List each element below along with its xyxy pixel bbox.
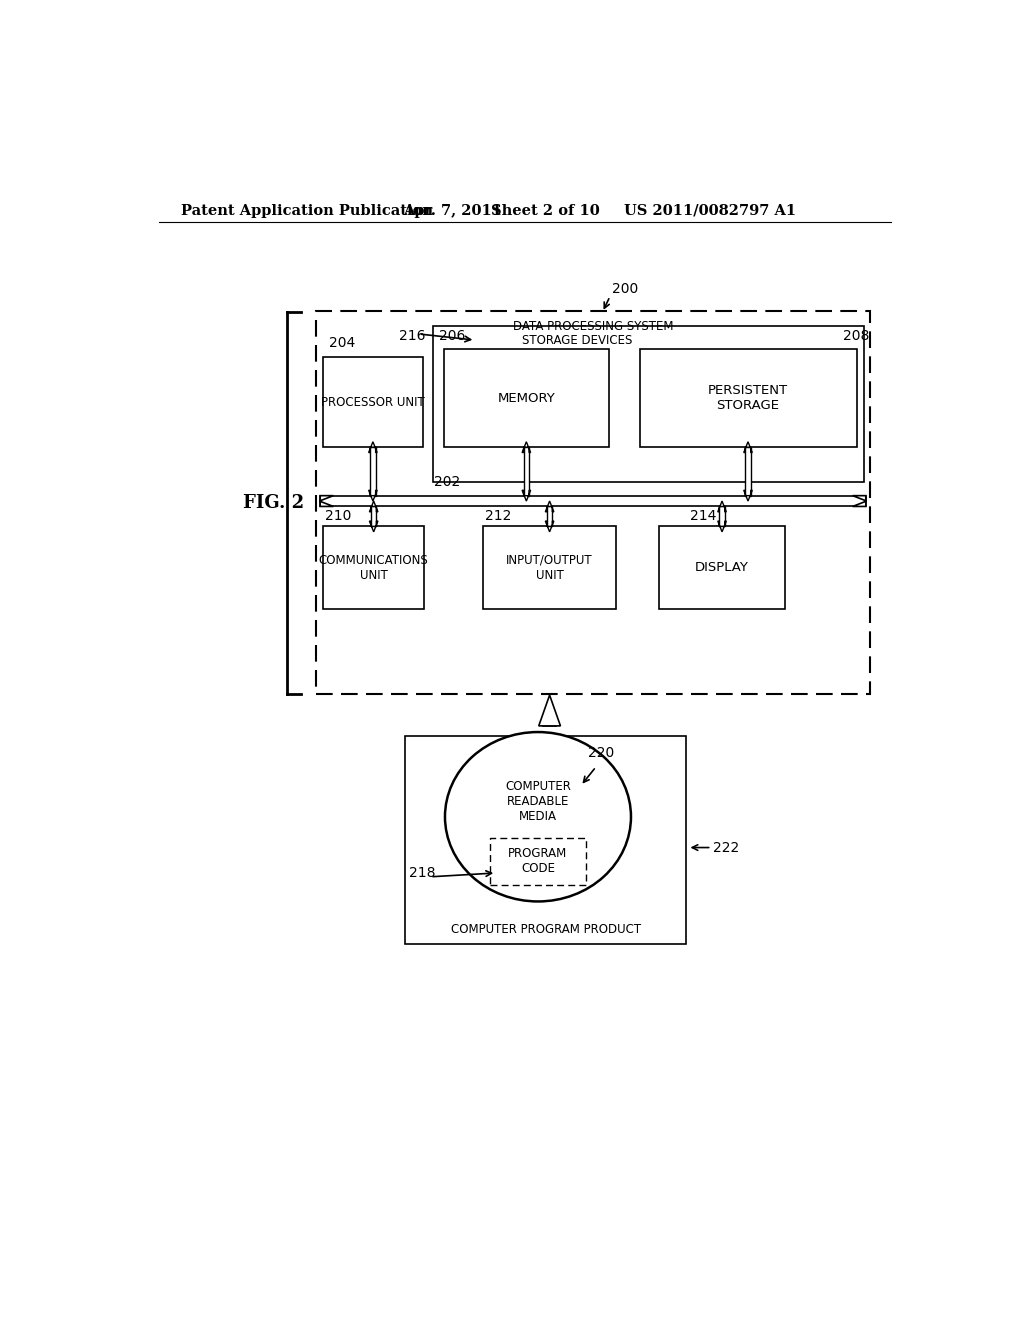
Bar	[371, 447, 376, 496]
Text: COMMUNICATIONS
UNIT: COMMUNICATIONS UNIT	[318, 553, 429, 582]
Bar	[544, 721, 556, 726]
Text: 206: 206	[438, 329, 465, 343]
Text: 222: 222	[713, 841, 739, 854]
Text: Sheet 2 of 10: Sheet 2 of 10	[490, 203, 599, 218]
Text: Apr. 7, 2011: Apr. 7, 2011	[403, 203, 502, 218]
Polygon shape	[539, 696, 560, 726]
Bar	[547, 507, 552, 527]
Text: PERSISTENT
STORAGE: PERSISTENT STORAGE	[708, 384, 788, 412]
Bar	[324, 358, 423, 447]
Bar	[315, 312, 870, 693]
Bar	[483, 527, 616, 609]
Text: PROCESSOR UNIT: PROCESSOR UNIT	[322, 396, 425, 409]
Text: 200: 200	[612, 282, 639, 296]
Text: COMPUTER
READABLE
MEDIA: COMPUTER READABLE MEDIA	[505, 780, 571, 822]
FancyArrow shape	[718, 502, 726, 512]
Text: US 2011/0082797 A1: US 2011/0082797 A1	[624, 203, 796, 218]
FancyArrow shape	[370, 502, 378, 512]
Ellipse shape	[445, 733, 631, 902]
Text: 202: 202	[434, 475, 461, 488]
FancyArrow shape	[370, 521, 378, 532]
Text: MEMORY: MEMORY	[498, 392, 555, 405]
Bar	[432, 326, 864, 482]
Bar	[745, 447, 751, 496]
Text: 216: 216	[399, 329, 426, 343]
Bar	[640, 350, 856, 447]
Text: 218: 218	[410, 866, 436, 880]
Bar	[444, 350, 608, 447]
Text: 204: 204	[330, 337, 355, 350]
FancyArrow shape	[718, 521, 726, 532]
Text: PROGRAM
CODE: PROGRAM CODE	[508, 847, 567, 875]
FancyArrow shape	[546, 502, 554, 512]
Text: INPUT/OUTPUT
UNIT: INPUT/OUTPUT UNIT	[506, 553, 593, 582]
Bar	[719, 507, 725, 527]
FancyArrow shape	[522, 442, 530, 453]
FancyArrow shape	[853, 496, 866, 507]
FancyArrow shape	[369, 490, 377, 502]
Text: COMPUTER PROGRAM PRODUCT: COMPUTER PROGRAM PRODUCT	[451, 924, 641, 936]
Text: DISPLAY: DISPLAY	[695, 561, 749, 574]
Bar	[658, 527, 785, 609]
Bar	[523, 447, 529, 496]
FancyArrow shape	[743, 490, 753, 502]
Text: Patent Application Publication: Patent Application Publication	[180, 203, 433, 218]
FancyArrow shape	[546, 521, 554, 532]
Bar	[371, 507, 377, 527]
Text: 212: 212	[484, 510, 511, 523]
Bar	[406, 737, 686, 944]
FancyArrow shape	[369, 442, 377, 453]
Text: STORAGE DEVICES: STORAGE DEVICES	[521, 334, 632, 347]
FancyArrow shape	[522, 490, 530, 502]
Text: 214: 214	[690, 510, 716, 523]
Text: DATA PROCESSING SYSTEM: DATA PROCESSING SYSTEM	[513, 319, 673, 333]
Bar	[324, 527, 424, 609]
Text: 210: 210	[325, 510, 351, 523]
Bar	[321, 496, 866, 507]
Bar	[489, 838, 586, 884]
FancyArrow shape	[319, 496, 334, 507]
Text: FIG. 2: FIG. 2	[243, 495, 304, 512]
Text: 220: 220	[589, 747, 614, 760]
Text: 208: 208	[843, 329, 869, 343]
FancyArrow shape	[743, 442, 753, 453]
